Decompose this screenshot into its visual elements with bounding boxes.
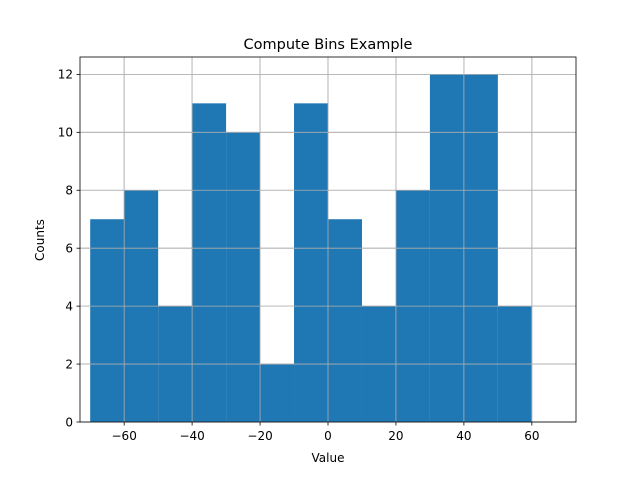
histogram-bar-7 (328, 219, 362, 422)
y-tick-label-5: 10 (58, 126, 73, 140)
x-tick-label-6: 60 (524, 429, 539, 443)
histogram-bar-6 (294, 103, 328, 422)
chart-title: Compute Bins Example (244, 37, 413, 53)
y-tick-label-0: 0 (65, 415, 73, 429)
x-tick-label-0: −60 (112, 429, 137, 443)
x-tick-label-2: −20 (247, 429, 272, 443)
y-tick-label-1: 2 (65, 357, 73, 371)
histogram-bar-3 (192, 103, 227, 422)
x-axis-label: Value (312, 451, 345, 465)
x-tick-label-5: 40 (456, 429, 471, 443)
y-tick-label-3: 6 (65, 241, 73, 255)
x-axis-ticks: −60 −40 −20 0 20 40 60 (112, 422, 539, 443)
x-tick-label-3: 0 (324, 429, 332, 443)
y-axis-ticks: 0 2 4 6 8 10 12 (58, 68, 80, 429)
y-tick-label-2: 4 (65, 299, 73, 313)
x-tick-label-4: 20 (388, 429, 403, 443)
x-tick-label-1: −40 (179, 429, 204, 443)
histogram-bar-4 (226, 132, 261, 423)
histogram-bar-0 (90, 219, 125, 422)
y-tick-label-4: 8 (65, 184, 73, 198)
histogram-bar-5 (260, 364, 295, 422)
y-axis-label: Counts (33, 219, 47, 261)
y-tick-label-6: 12 (58, 68, 73, 82)
